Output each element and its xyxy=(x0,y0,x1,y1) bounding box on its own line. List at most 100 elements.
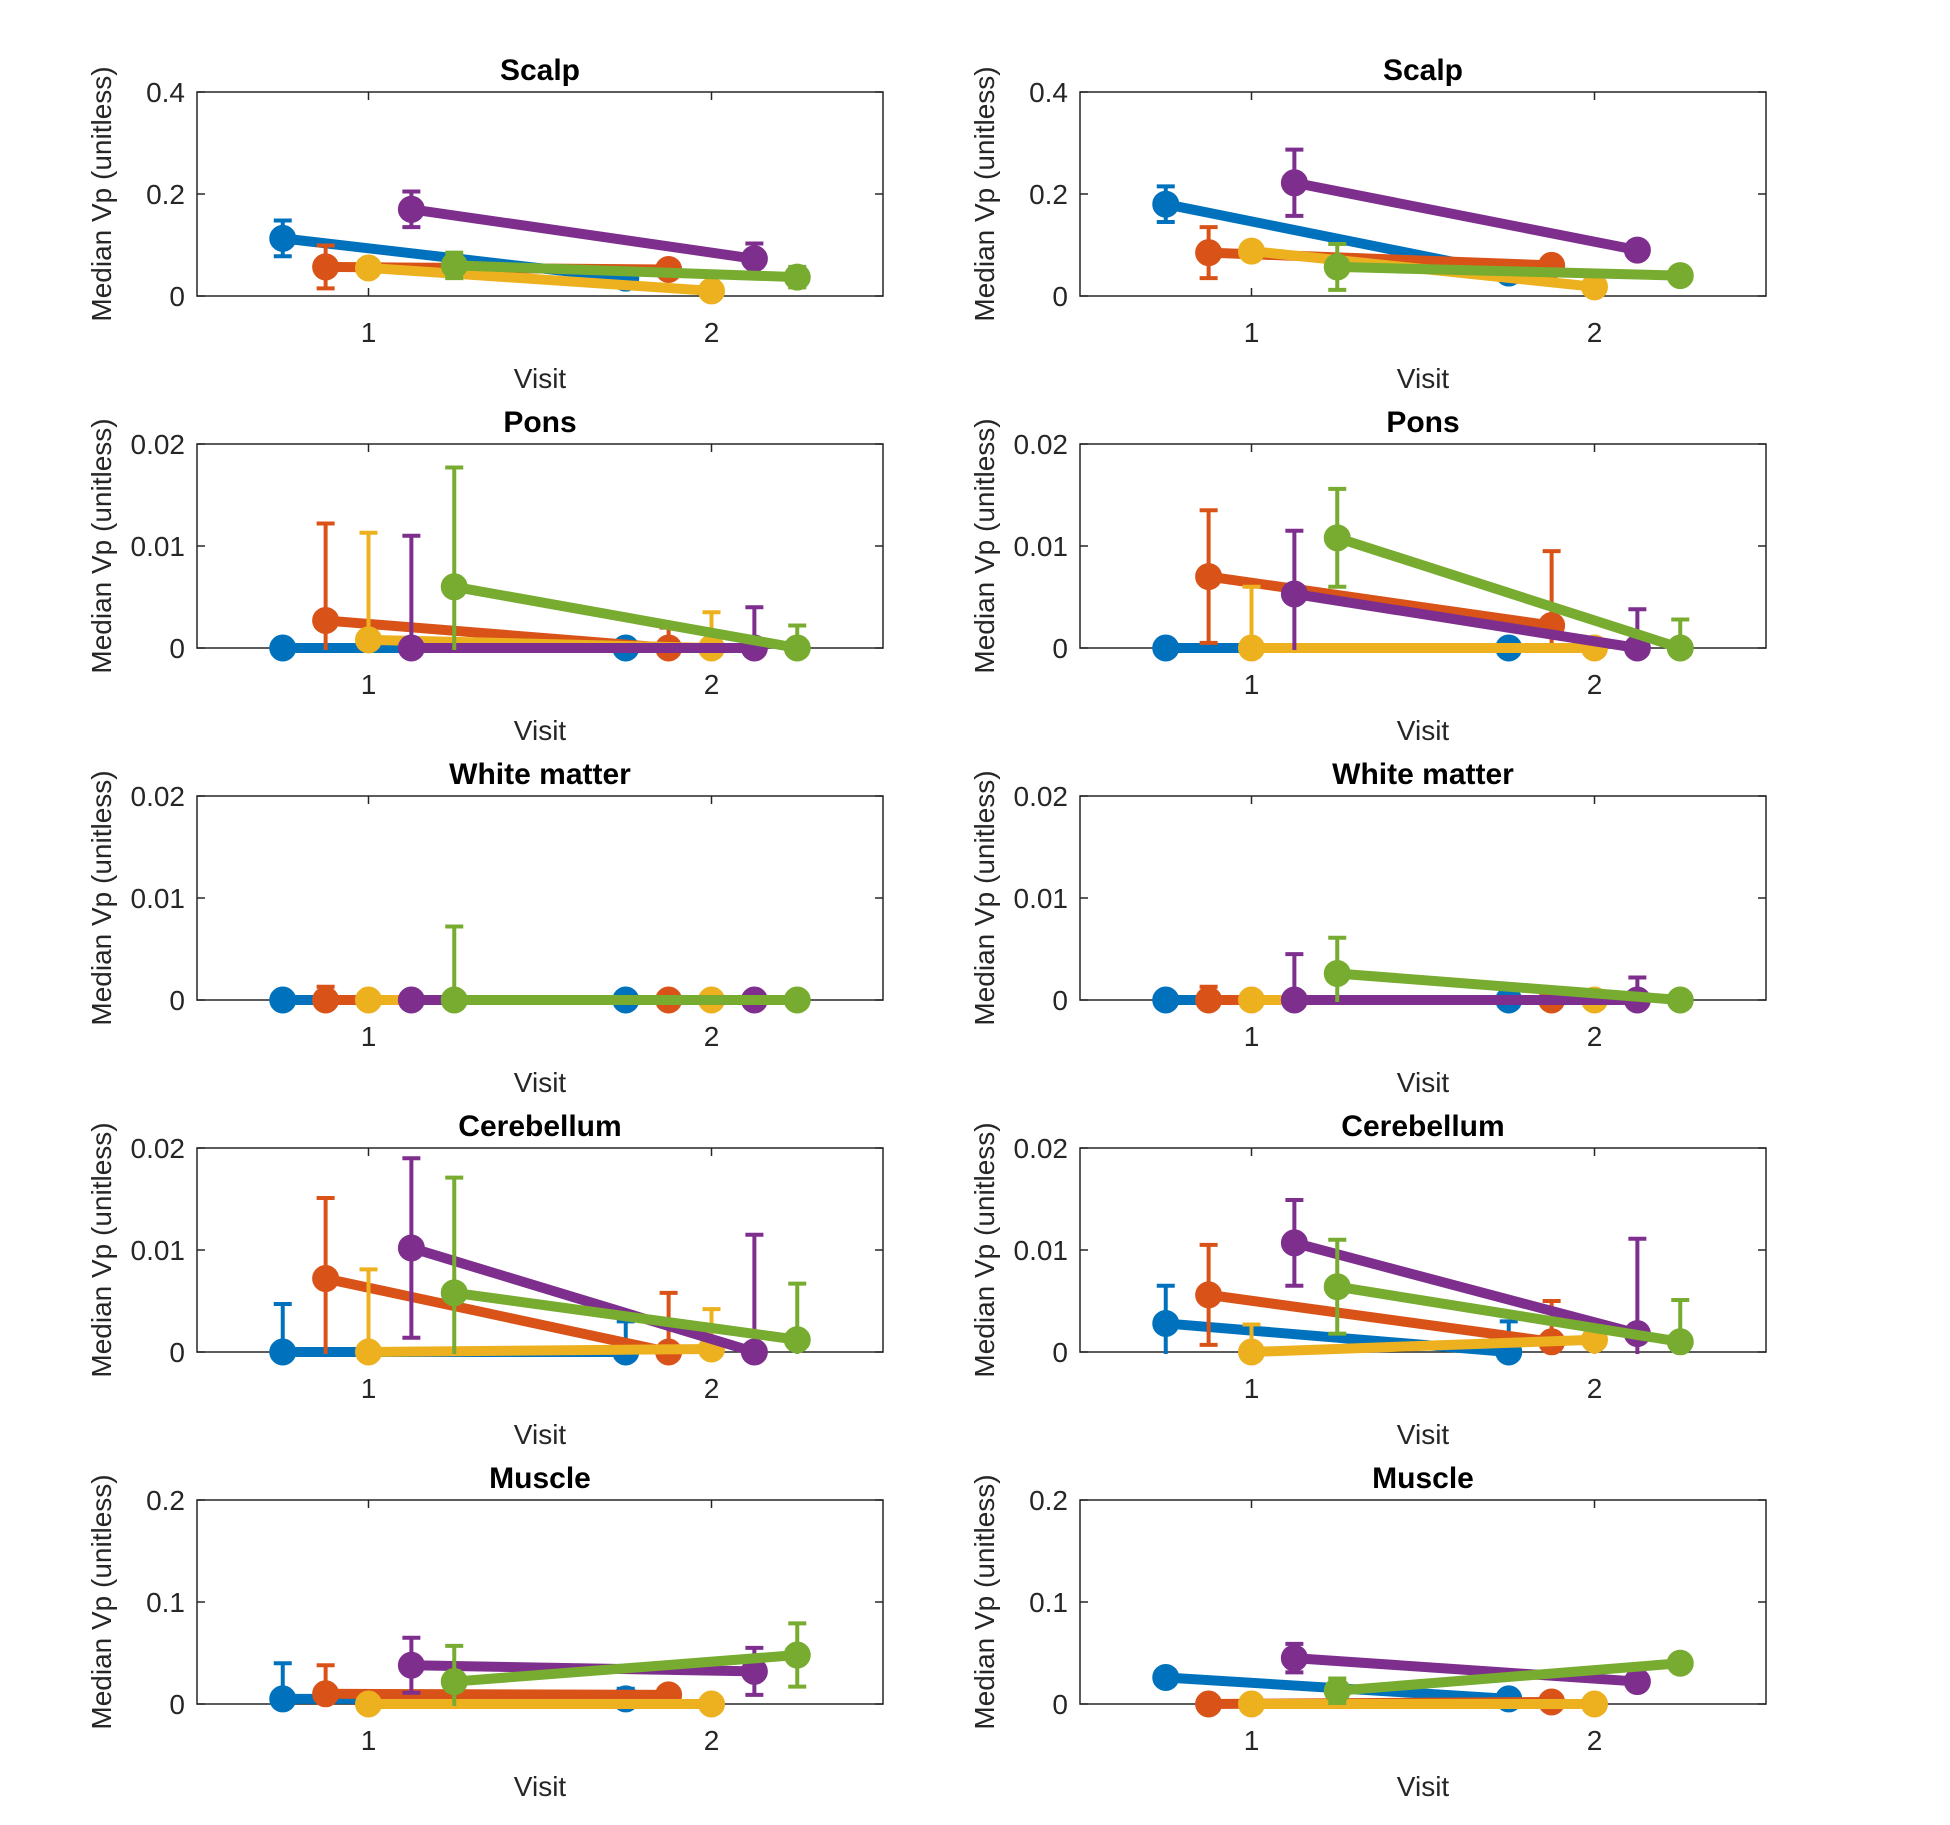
series-line xyxy=(368,1343,712,1357)
y-tick-label: 0.2 xyxy=(1029,179,1068,210)
data-point xyxy=(312,253,340,281)
y-tick-label: 0.02 xyxy=(1014,429,1069,460)
x-tick-label: 1 xyxy=(1244,669,1260,700)
y-tick-label: 0.1 xyxy=(1029,1587,1068,1618)
y-tick-label: 0.02 xyxy=(131,1133,186,1164)
data-point xyxy=(355,986,382,1014)
subplot-cerebellum-left: 0 0.01 0.02 1 2 Cerebellum Visit Median Vp (uni… xyxy=(86,1110,884,1450)
y-tick-label: 0.1 xyxy=(146,1587,185,1618)
x-tick-label: 1 xyxy=(1244,1373,1260,1404)
series-green xyxy=(440,924,811,1014)
data-point xyxy=(1195,239,1223,267)
data-point xyxy=(740,245,768,273)
data-point xyxy=(312,1680,340,1708)
y-axis-label: Median Vp (unitless) xyxy=(969,770,1000,1025)
y-tick-label: 0.01 xyxy=(1014,531,1069,562)
data-point xyxy=(397,986,425,1014)
y-tick-label: 0 xyxy=(1052,1337,1068,1368)
x-tick-label: 1 xyxy=(361,1373,377,1404)
x-tick-label: 2 xyxy=(1587,669,1603,700)
x-tick-label: 2 xyxy=(704,317,720,348)
data-point xyxy=(1323,959,1351,987)
data-point xyxy=(355,626,382,654)
subplot-scalp-left: 0 0.2 0.4 1 2 Scalp Visit Median Vp (unitless) xyxy=(86,54,884,394)
series-line xyxy=(1294,1653,1638,1687)
y-tick-label: 0 xyxy=(1052,1689,1068,1720)
y-tick-label: 0 xyxy=(169,1337,185,1368)
series-green xyxy=(440,1621,811,1706)
data-point xyxy=(783,1326,811,1354)
series-purple xyxy=(1280,147,1651,264)
data-point xyxy=(1623,1668,1651,1696)
subplot-title: Pons xyxy=(1386,406,1459,439)
series-line xyxy=(1293,1238,1639,1339)
x-tick-label: 1 xyxy=(1244,317,1260,348)
x-axis-label: Visit xyxy=(1397,1419,1450,1450)
data-point xyxy=(698,1690,725,1718)
data-point xyxy=(1238,237,1265,265)
data-point xyxy=(1323,253,1351,281)
subplot-scalp-right: 0 0.2 0.4 1 2 Scalp Visit Median Vp (unitless) xyxy=(969,54,1767,394)
x-axis-label: Visit xyxy=(1397,363,1450,394)
series-line xyxy=(409,1243,756,1357)
subplot-title: Cerebellum xyxy=(458,1110,621,1143)
data-point xyxy=(1280,580,1308,608)
series-line xyxy=(1207,1289,1553,1347)
axes-box xyxy=(196,443,884,649)
data-point xyxy=(1238,1338,1265,1366)
series-purple xyxy=(397,1156,768,1366)
y-axis-label: Median Vp (unitless) xyxy=(86,418,117,673)
data-point xyxy=(440,573,468,601)
y-tick-label: 0.02 xyxy=(131,781,186,812)
axes-box xyxy=(1079,1499,1767,1705)
data-point xyxy=(269,1338,297,1366)
data-point xyxy=(440,1279,468,1307)
data-point xyxy=(397,634,425,662)
axes-box xyxy=(1079,1147,1767,1353)
y-axis-label: Median Vp (unitless) xyxy=(969,1474,1000,1729)
data-point xyxy=(1195,563,1223,591)
subplot-title: Scalp xyxy=(500,54,580,87)
y-tick-label: 0.01 xyxy=(1014,1235,1069,1266)
subplot-white-matter-right: 0 0.01 0.02 1 2 White matter Visit Median Vp (u… xyxy=(969,758,1767,1098)
series-line xyxy=(1293,177,1639,256)
data-point xyxy=(269,986,297,1014)
data-point xyxy=(1323,1677,1351,1705)
x-tick-label: 2 xyxy=(1587,317,1603,348)
subplot-pons-left: 0 0.01 0.02 1 2 Pons Visit Median Vp (unitless) xyxy=(86,406,884,746)
series-green xyxy=(1323,241,1694,292)
data-point xyxy=(269,1685,297,1713)
data-point xyxy=(440,986,468,1014)
data-point xyxy=(1238,1690,1265,1718)
x-tick-label: 2 xyxy=(704,669,720,700)
data-point xyxy=(1280,1644,1308,1672)
subplot-title: White matter xyxy=(1332,758,1514,791)
series-green xyxy=(440,1175,811,1354)
y-tick-label: 0 xyxy=(169,1689,185,1720)
series-green xyxy=(1323,486,1694,662)
data-point xyxy=(783,1641,811,1669)
x-tick-label: 1 xyxy=(361,317,377,348)
data-point xyxy=(783,986,811,1014)
x-axis-label: Visit xyxy=(514,1067,567,1098)
series-line xyxy=(1336,1281,1682,1347)
x-axis-label: Visit xyxy=(514,363,567,394)
data-point xyxy=(1581,1690,1608,1718)
data-point xyxy=(397,195,425,223)
subplot-muscle-left: 0 0.1 0.2 1 2 Muscle Visit Median Vp (unitless) xyxy=(86,1462,884,1802)
data-point xyxy=(355,1338,382,1366)
subplot-title: Muscle xyxy=(489,1462,591,1495)
series-line xyxy=(325,1688,669,1700)
data-point xyxy=(1195,1281,1223,1309)
x-tick-label: 2 xyxy=(1587,1373,1603,1404)
series-green xyxy=(440,250,811,291)
series-green xyxy=(1323,935,1694,1014)
y-tick-label: 0.2 xyxy=(146,1485,185,1516)
x-tick-label: 1 xyxy=(1244,1725,1260,1756)
x-tick-label: 1 xyxy=(361,1021,377,1052)
data-point xyxy=(1323,1273,1351,1301)
x-axis-label: Visit xyxy=(514,715,567,746)
y-tick-label: 0.2 xyxy=(1029,1485,1068,1516)
y-tick-label: 0 xyxy=(1052,281,1068,312)
series-line xyxy=(1251,1334,1595,1357)
